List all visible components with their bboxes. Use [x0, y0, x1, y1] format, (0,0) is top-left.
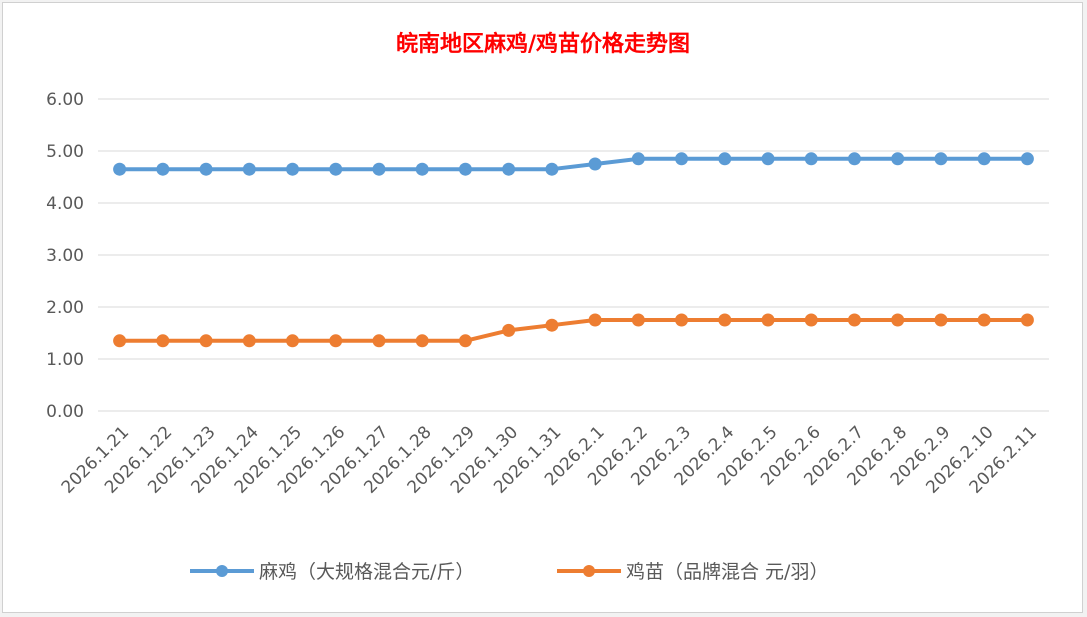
data-point[interactable] — [502, 162, 516, 176]
legend-marker-series-1 — [583, 565, 595, 577]
data-point[interactable] — [977, 152, 991, 166]
y-tick-label: 5.00 — [46, 142, 84, 162]
data-point[interactable] — [588, 157, 602, 171]
data-point[interactable] — [156, 162, 170, 176]
series-1 — [113, 313, 1034, 348]
data-point[interactable] — [804, 152, 818, 166]
line-chart: 皖南地区麻鸡/鸡苗价格走势图 0.00 1.00 2.00 3.00 4.00 5.00 6… — [46, 31, 1049, 583]
data-point[interactable] — [458, 162, 472, 176]
data-point[interactable] — [847, 313, 861, 327]
data-point[interactable] — [415, 162, 429, 176]
legend: 麻鸡（大规格混合元/斤） 鸡苗（品牌混合 元/羽） — [190, 561, 828, 583]
data-point[interactable] — [113, 334, 127, 348]
data-point[interactable] — [891, 313, 905, 327]
data-point[interactable] — [545, 318, 559, 332]
legend-marker-series-0 — [216, 565, 228, 577]
data-point[interactable] — [199, 334, 213, 348]
data-point[interactable] — [372, 334, 386, 348]
data-point[interactable] — [1020, 152, 1034, 166]
data-point[interactable] — [415, 334, 429, 348]
data-point[interactable] — [588, 313, 602, 327]
gridlines — [98, 98, 1049, 412]
data-point[interactable] — [804, 313, 818, 327]
data-point[interactable] — [329, 162, 343, 176]
data-point[interactable] — [631, 313, 645, 327]
y-axis-ticks: 0.00 1.00 2.00 3.00 4.00 5.00 6.00 — [46, 90, 84, 422]
chart-title: 皖南地区麻鸡/鸡苗价格走势图 — [396, 31, 690, 57]
data-point[interactable] — [934, 313, 948, 327]
data-point[interactable] — [199, 162, 213, 176]
data-point[interactable] — [761, 313, 775, 327]
data-point[interactable] — [113, 162, 127, 176]
data-point[interactable] — [502, 323, 516, 337]
data-point[interactable] — [372, 162, 386, 176]
data-point[interactable] — [761, 152, 775, 166]
y-tick-label: 1.00 — [46, 350, 84, 370]
data-point[interactable] — [1020, 313, 1034, 327]
y-tick-label: 3.00 — [46, 246, 84, 266]
data-point[interactable] — [631, 152, 645, 166]
series-0 — [113, 152, 1034, 176]
series-layer — [113, 152, 1034, 348]
series-line-1 — [119, 318, 1028, 343]
data-point[interactable] — [718, 152, 732, 166]
data-point[interactable] — [156, 334, 170, 348]
y-tick-label: 0.00 — [46, 402, 84, 422]
data-point[interactable] — [329, 334, 343, 348]
legend-item-series-0[interactable]: 麻鸡（大规格混合元/斤） — [190, 561, 474, 583]
data-point[interactable] — [545, 162, 559, 176]
data-point[interactable] — [286, 162, 300, 176]
legend-label-series-0: 麻鸡（大规格混合元/斤） — [259, 561, 474, 583]
y-tick-label: 2.00 — [46, 298, 84, 318]
data-point[interactable] — [977, 313, 991, 327]
data-point[interactable] — [847, 152, 861, 166]
legend-label-series-1: 鸡苗（品牌混合 元/羽） — [626, 561, 828, 583]
data-point[interactable] — [934, 152, 948, 166]
data-point[interactable] — [242, 162, 256, 176]
x-axis-ticks: 2026.1.212026.1.222026.1.232026.1.242026… — [58, 422, 1041, 497]
y-tick-label: 6.00 — [46, 90, 84, 110]
data-point[interactable] — [675, 313, 689, 327]
series-line-0 — [119, 156, 1028, 172]
data-point[interactable] — [675, 152, 689, 166]
data-point[interactable] — [458, 334, 472, 348]
data-point[interactable] — [286, 334, 300, 348]
data-point[interactable] — [718, 313, 732, 327]
data-point[interactable] — [891, 152, 905, 166]
legend-item-series-1[interactable]: 鸡苗（品牌混合 元/羽） — [557, 561, 828, 583]
data-point[interactable] — [242, 334, 256, 348]
y-tick-label: 4.00 — [46, 194, 84, 214]
